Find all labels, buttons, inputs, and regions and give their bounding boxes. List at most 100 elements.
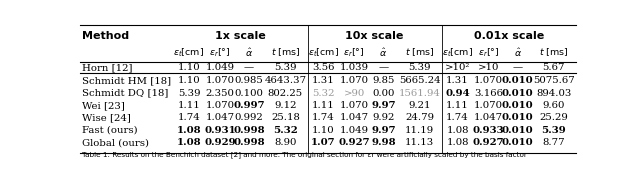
- Text: 0.00: 0.00: [372, 88, 395, 98]
- Text: 0.985: 0.985: [235, 76, 264, 85]
- Text: 10x scale: 10x scale: [346, 31, 404, 41]
- Text: 1.08: 1.08: [177, 126, 202, 135]
- Text: 0.998: 0.998: [234, 138, 265, 147]
- Text: 1.11: 1.11: [312, 101, 335, 110]
- Text: 1.11: 1.11: [178, 101, 200, 110]
- Text: 11.19: 11.19: [405, 126, 434, 135]
- Text: $t$ [ms]: $t$ [ms]: [405, 47, 435, 58]
- Text: 5.67: 5.67: [543, 63, 565, 72]
- Text: 5.32: 5.32: [273, 126, 298, 135]
- Text: 0.94: 0.94: [445, 88, 470, 98]
- Text: 9.12: 9.12: [274, 101, 296, 110]
- Text: 3.166: 3.166: [474, 88, 503, 98]
- Text: $\hat{\alpha}$: $\hat{\alpha}$: [513, 46, 522, 59]
- Text: 1.10: 1.10: [178, 76, 200, 85]
- Text: 1.74: 1.74: [178, 113, 200, 122]
- Text: 0.010: 0.010: [502, 101, 534, 110]
- Text: 0.997: 0.997: [234, 101, 265, 110]
- Text: $\varepsilon_t$[cm]: $\varepsilon_t$[cm]: [442, 46, 473, 59]
- Text: 0.100: 0.100: [235, 88, 264, 98]
- Text: Global (ours): Global (ours): [82, 138, 149, 147]
- Text: 1.049: 1.049: [340, 126, 369, 135]
- Text: —: —: [244, 63, 254, 72]
- Text: 1.070: 1.070: [205, 101, 234, 110]
- Text: 1.74: 1.74: [446, 113, 469, 122]
- Text: Fast (ours): Fast (ours): [82, 126, 138, 135]
- Text: $\varepsilon_t$[cm]: $\varepsilon_t$[cm]: [308, 46, 339, 59]
- Text: 5.32: 5.32: [312, 88, 335, 98]
- Text: 9.60: 9.60: [543, 101, 565, 110]
- Text: Table 1: Results on the Benchich dataset [2] and more. The original section for : Table 1: Results on the Benchich dataset…: [82, 152, 527, 158]
- Text: 5075.67: 5075.67: [533, 76, 575, 85]
- Text: $\varepsilon_r$[°]: $\varepsilon_r$[°]: [477, 46, 499, 59]
- Text: 1.047: 1.047: [205, 113, 234, 122]
- Text: 9.85: 9.85: [372, 76, 395, 85]
- Text: 0.010: 0.010: [502, 138, 534, 147]
- Text: 0.010: 0.010: [502, 126, 534, 135]
- Text: >10²: >10²: [445, 63, 470, 72]
- Text: 3.56: 3.56: [312, 63, 335, 72]
- Text: 5.39: 5.39: [408, 63, 431, 72]
- Text: 9.98: 9.98: [371, 138, 396, 147]
- Text: $\varepsilon_r$[°]: $\varepsilon_r$[°]: [344, 46, 365, 59]
- Text: —: —: [513, 63, 523, 72]
- Text: 8.77: 8.77: [543, 138, 565, 147]
- Text: $t$ [ms]: $t$ [ms]: [539, 47, 569, 58]
- Text: 1.11: 1.11: [446, 101, 469, 110]
- Text: 0.927: 0.927: [339, 138, 370, 147]
- Text: 1.07: 1.07: [311, 138, 335, 147]
- Text: 1.74: 1.74: [312, 113, 335, 122]
- Text: 1.31: 1.31: [446, 76, 469, 85]
- Text: 25.18: 25.18: [271, 113, 300, 122]
- Text: 802.25: 802.25: [268, 88, 303, 98]
- Text: 1.070: 1.070: [340, 101, 369, 110]
- Text: 1.049: 1.049: [205, 63, 234, 72]
- Text: 24.79: 24.79: [405, 113, 434, 122]
- Text: Schmidt DQ [18]: Schmidt DQ [18]: [82, 88, 168, 98]
- Text: 1561.94: 1561.94: [399, 88, 440, 98]
- Text: 1.047: 1.047: [340, 113, 369, 122]
- Text: 0.010: 0.010: [502, 88, 534, 98]
- Text: Schmidt HM [18]: Schmidt HM [18]: [82, 76, 171, 85]
- Text: 1.047: 1.047: [474, 113, 503, 122]
- Text: Wise [24]: Wise [24]: [82, 113, 131, 122]
- Text: $\hat{\alpha}$: $\hat{\alpha}$: [380, 46, 387, 59]
- Text: $t$ [ms]: $t$ [ms]: [271, 47, 300, 58]
- Text: >90: >90: [344, 88, 365, 98]
- Text: 0.933: 0.933: [472, 126, 504, 135]
- Text: 0.927: 0.927: [472, 138, 504, 147]
- Text: 9.92: 9.92: [372, 113, 395, 122]
- Text: 1.039: 1.039: [340, 63, 369, 72]
- Text: 9.21: 9.21: [408, 101, 431, 110]
- Text: 894.03: 894.03: [536, 88, 572, 98]
- Text: 5.39: 5.39: [178, 88, 200, 98]
- Text: Wei [23]: Wei [23]: [82, 101, 125, 110]
- Text: 11.13: 11.13: [405, 138, 435, 147]
- Text: 0.929: 0.929: [204, 138, 236, 147]
- Text: —: —: [378, 63, 388, 72]
- Text: 5.39: 5.39: [274, 63, 296, 72]
- Text: 25.29: 25.29: [540, 113, 568, 122]
- Text: 0.010: 0.010: [502, 76, 534, 85]
- Text: 1.10: 1.10: [178, 63, 200, 72]
- Text: 0.998: 0.998: [234, 126, 265, 135]
- Text: 1.08: 1.08: [177, 138, 202, 147]
- Text: 1.070: 1.070: [205, 76, 234, 85]
- Text: 1.08: 1.08: [446, 126, 469, 135]
- Text: 1.070: 1.070: [340, 76, 369, 85]
- Text: 9.97: 9.97: [371, 126, 396, 135]
- Text: 1.070: 1.070: [474, 101, 503, 110]
- Text: Method: Method: [82, 31, 129, 41]
- Text: 5.39: 5.39: [541, 126, 566, 135]
- Text: 0.01x scale: 0.01x scale: [474, 31, 544, 41]
- Text: 5665.24: 5665.24: [399, 76, 440, 85]
- Text: 1.08: 1.08: [446, 138, 469, 147]
- Text: 0.010: 0.010: [502, 113, 534, 122]
- Text: >10: >10: [477, 63, 499, 72]
- Text: $\varepsilon_r$[°]: $\varepsilon_r$[°]: [209, 46, 230, 59]
- Text: 4643.37: 4643.37: [264, 76, 307, 85]
- Text: Horn [12]: Horn [12]: [82, 63, 132, 72]
- Text: 9.97: 9.97: [371, 101, 396, 110]
- Text: 1x scale: 1x scale: [215, 31, 266, 41]
- Text: 1.10: 1.10: [312, 126, 335, 135]
